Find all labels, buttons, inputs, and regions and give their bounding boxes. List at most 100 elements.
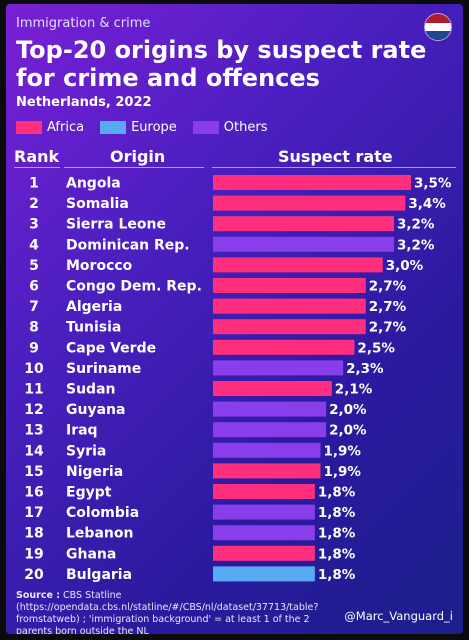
bar-dominican-rep	[213, 236, 395, 252]
origin-label-congo-dem-rep: Congo Dem. Rep.	[66, 279, 202, 295]
rank-7: 7	[29, 299, 39, 315]
bar-syria	[213, 442, 321, 458]
rank-2: 2	[29, 196, 39, 212]
bar-tunisia	[213, 319, 366, 335]
origin-label-cape-verde: Cape Verde	[66, 340, 156, 356]
value-label-colombia: 1,8%	[318, 505, 356, 521]
origin-label-sierra-leone: Sierra Leone	[66, 217, 166, 233]
bar-sudan	[213, 381, 332, 396]
value-label-lebanon: 1,8%	[318, 526, 356, 542]
source-label: Source :	[16, 590, 60, 601]
rank-17: 17	[24, 505, 43, 521]
legend-label-others: Others	[223, 119, 268, 135]
rank-3: 3	[29, 217, 39, 233]
header-rank: Rank	[14, 147, 60, 166]
header-rate-underline	[212, 167, 456, 168]
rank-11: 11	[24, 382, 43, 398]
bar-nigeria	[213, 463, 321, 479]
value-label-egypt: 1,8%	[318, 485, 356, 501]
bar-angola	[213, 175, 411, 190]
value-label-sierra-leone: 3,2%	[397, 217, 435, 233]
value-label-bulgaria: 1,8%	[318, 567, 356, 583]
header-rank-underline	[14, 167, 60, 168]
value-label-cape-verde: 2,5%	[357, 340, 395, 356]
header-suspect-rate: Suspect rate	[278, 147, 393, 166]
origin-label-sudan: Sudan	[66, 382, 116, 398]
bar-colombia	[213, 504, 315, 520]
value-label-algeria: 2,7%	[369, 299, 407, 315]
bar-bulgaria	[213, 566, 315, 582]
origin-label-bulgaria: Bulgaria	[66, 567, 132, 583]
bar-ghana	[213, 545, 315, 561]
rank-16: 16	[24, 485, 43, 501]
value-label-congo-dem-rep: 2,7%	[369, 279, 407, 295]
value-label-ghana: 1,8%	[318, 546, 356, 562]
bar-chart: 1 Angola 3,5% 2 Somalia 3,4% 3 Sierra Leone 3,2%…	[24, 175, 452, 583]
value-label-tunisia: 2,7%	[369, 320, 407, 336]
bar-cape-verde	[213, 339, 355, 355]
bar-guyana	[213, 401, 327, 417]
rank-8: 8	[29, 320, 39, 336]
origin-label-morocco: Morocco	[66, 258, 133, 274]
flag-stripe-blue	[425, 31, 451, 40]
bar-iraq	[213, 422, 327, 438]
value-label-guyana: 2,0%	[329, 402, 367, 418]
bar-sierra-leone	[213, 216, 395, 232]
flag-stripe-white	[425, 22, 451, 32]
origin-label-lebanon: Lebanon	[66, 526, 133, 542]
value-label-iraq: 2,0%	[329, 423, 367, 439]
chart-title: Top-20 origins by suspect rate for crime…	[16, 36, 427, 92]
rank-12: 12	[24, 402, 43, 418]
origin-label-somalia: Somalia	[66, 196, 129, 212]
rank-14: 14	[24, 443, 44, 459]
legend: Africa Europe Others	[16, 117, 283, 137]
origin-label-angola: Angola	[66, 176, 121, 192]
value-label-morocco: 3,0%	[386, 258, 424, 274]
bar-algeria	[213, 298, 366, 314]
legend-swatch-others	[192, 120, 219, 134]
header-origin: Origin	[110, 147, 166, 166]
rank-10: 10	[24, 361, 44, 377]
bar-suriname	[213, 360, 344, 376]
netherlands-flag-icon	[424, 13, 452, 41]
origin-label-dominican-rep: Dominican Rep.	[66, 237, 190, 253]
rank-13: 13	[24, 423, 43, 439]
header-origin-underline	[64, 167, 204, 168]
origin-label-nigeria: Nigeria	[66, 464, 123, 480]
rank-1: 1	[29, 176, 39, 192]
origin-label-tunisia: Tunisia	[66, 320, 121, 336]
rank-5: 5	[29, 258, 39, 274]
bar-morocco	[213, 257, 383, 273]
origin-label-guyana: Guyana	[66, 402, 125, 418]
kicker: Immigration & crime	[16, 16, 151, 31]
flag-stripe-red	[425, 14, 451, 23]
rank-9: 9	[29, 340, 39, 356]
bar-congo-dem-rep	[213, 278, 366, 293]
legend-label-africa: Africa	[47, 119, 85, 135]
rank-4: 4	[29, 237, 39, 253]
rank-18: 18	[24, 526, 43, 542]
origin-label-suriname: Suriname	[66, 361, 141, 377]
chart-subtitle: Netherlands, 2022	[16, 95, 152, 110]
value-label-angola: 3,5%	[414, 176, 452, 192]
value-label-sudan: 2,1%	[335, 382, 373, 398]
origin-label-algeria: Algeria	[66, 299, 122, 315]
bar-somalia	[213, 195, 406, 211]
source-note: Source : CBS Statline (https://opendata.…	[16, 590, 319, 634]
value-label-dominican-rep: 3,2%	[397, 237, 435, 253]
source-text: CBS Statline (https://opendata.cbs.nl/st…	[16, 590, 319, 634]
origin-label-ghana: Ghana	[66, 546, 116, 562]
rank-6: 6	[29, 279, 39, 295]
author-handle: @Marc_Vanguard_i	[344, 609, 453, 623]
legend-label-europe: Europe	[131, 119, 177, 135]
origin-label-syria: Syria	[66, 443, 106, 459]
rank-19: 19	[24, 546, 43, 562]
value-label-somalia: 3,4%	[408, 196, 446, 212]
origin-label-egypt: Egypt	[66, 485, 112, 501]
value-label-suriname: 2,3%	[346, 361, 384, 377]
rank-15: 15	[24, 464, 43, 480]
legend-swatch-europe	[100, 120, 127, 134]
value-label-nigeria: 1,9%	[323, 464, 361, 480]
bar-egypt	[213, 484, 315, 499]
origin-label-iraq: Iraq	[66, 423, 98, 439]
